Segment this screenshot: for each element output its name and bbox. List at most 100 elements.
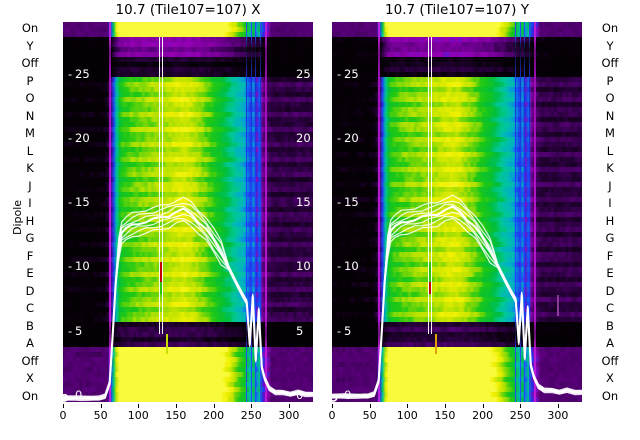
heatmap-row [332,57,582,63]
heatmap-row [332,182,582,188]
heatmap-row [63,22,313,28]
dipole-label-l-7: L [26,143,34,158]
x-tick-mark [288,404,290,408]
dipole-label-b-17: B [26,318,34,333]
flag-marker-flag-yellow [165,333,168,355]
y-tick-label: 10 [75,259,90,274]
x-tick-label: 300 [278,409,300,422]
x-tick-mark [138,404,140,408]
heatmap-vertical-features-x [63,22,313,402]
dipole-label-d-15: D [605,283,615,298]
heatmap-row [63,187,313,193]
tick-dash-icon: - [337,387,342,402]
vertical-feature-rfi-spike [250,22,252,402]
y-tick-label: 20 [75,130,90,145]
vertical-feature-rfi-spike [519,22,521,402]
vertical-feature-rfi-spike [246,22,248,402]
tick-dash-icon: - [68,195,73,210]
passband-edge [108,22,111,402]
heatmap-row [63,67,313,73]
y-tick-label: 15 [344,195,359,210]
dipole-label-n-5: N [605,108,615,123]
dipole-label-a-18: A [26,336,34,351]
heatmap-row [63,96,313,103]
tick-dash-icon: - [337,66,342,81]
x-tick-mark [407,404,409,408]
dipole-label-o-4: O [25,91,35,106]
heatmap-row [63,167,313,173]
heatmap-row [332,26,582,33]
tick-dash-icon: - [68,259,73,274]
y-tick-inner: -10 [337,259,359,273]
dipole-label-off-19: Off [21,353,39,368]
heatmap-row [63,117,313,123]
y-tick-inner: -5 [337,324,351,338]
heatmap-row [63,82,313,88]
dipole-label-j-9: J [28,178,32,193]
heatmap-row [332,47,582,53]
vertical-feature-rfi-spike [259,22,261,402]
dipole-label-c-16: C [605,301,615,316]
y-tick-inner: -0 [68,388,82,402]
dipole-label-k-8: K [26,161,34,176]
heatmap-row [63,107,313,113]
tick-dash-icon: - [68,387,73,402]
heatmap-row [332,177,582,183]
heatmap-row [332,127,582,133]
x-tick-label: 100 [396,409,418,422]
heatmap-row [332,112,582,118]
heatmap-row [332,92,582,98]
heatmap-panel-y[interactable] [332,22,582,402]
heatmap-row [332,37,582,43]
heatmap-row [63,171,313,178]
tick-dash-icon: - [337,259,342,274]
x-axis-right: 0 50 100 150 200 250 300 [329,404,582,426]
heatmap-row [63,37,313,43]
dipole-label-x-20: X [26,371,34,386]
tick-dash-icon: - [68,323,73,338]
x-tick-label: 150 [434,409,456,422]
heatmap-row [63,122,313,128]
heatmap-row [332,117,582,123]
dipole-label-l-7: L [606,143,614,158]
dipole-label-p-3: P [606,73,614,88]
x-tick-label: 0 [59,409,67,422]
heatmap-row [332,96,582,103]
x-tick-label: 250 [509,409,531,422]
dipole-label-on-0: On [21,21,39,35]
dipole-label-m-6: M [605,126,615,141]
y-tick-label: 25 [296,66,311,81]
dipole-label-h-11: H [25,213,35,228]
heatmap-row [332,137,582,143]
x-tick-label: 300 [547,409,569,422]
dipole-label-i-10: I [608,196,612,211]
y-tick-label: 0 [344,387,352,402]
y-tick-inner: -15 [68,195,90,209]
heatmap-row [63,62,313,68]
heatmap-row [332,187,582,193]
dipole-label-i-10: I [28,196,32,211]
y-tick-inner: -10 [68,259,90,273]
x-tick-mark [100,404,102,408]
heatmap-row [63,177,313,183]
heatmap-panel-x[interactable] [63,22,313,402]
dipole-label-h-11: H [605,213,615,228]
tick-dash-icon: - [337,130,342,145]
x-tick-label: 50 [362,409,377,422]
flag-marker-flag-red [159,261,162,283]
y-tick-label: 10 [344,259,359,274]
y-tick-label: 20 [296,130,311,145]
dipole-label-n-5: N [25,108,35,123]
heatmap-row [63,26,313,33]
heatmap-row [63,182,313,188]
x-tick-label: 0 [328,409,336,422]
vertical-feature-rfi-spike [255,22,257,402]
heatmap-row [63,152,313,158]
y-tick-label: 15 [75,195,90,210]
dipole-label-e-14: E [26,266,34,281]
passband-edge [377,22,380,402]
vertical-feature-saturated-spike [427,37,430,334]
flag-marker-flag-orange [434,333,437,355]
y-tick-inner: 25 [296,67,311,81]
